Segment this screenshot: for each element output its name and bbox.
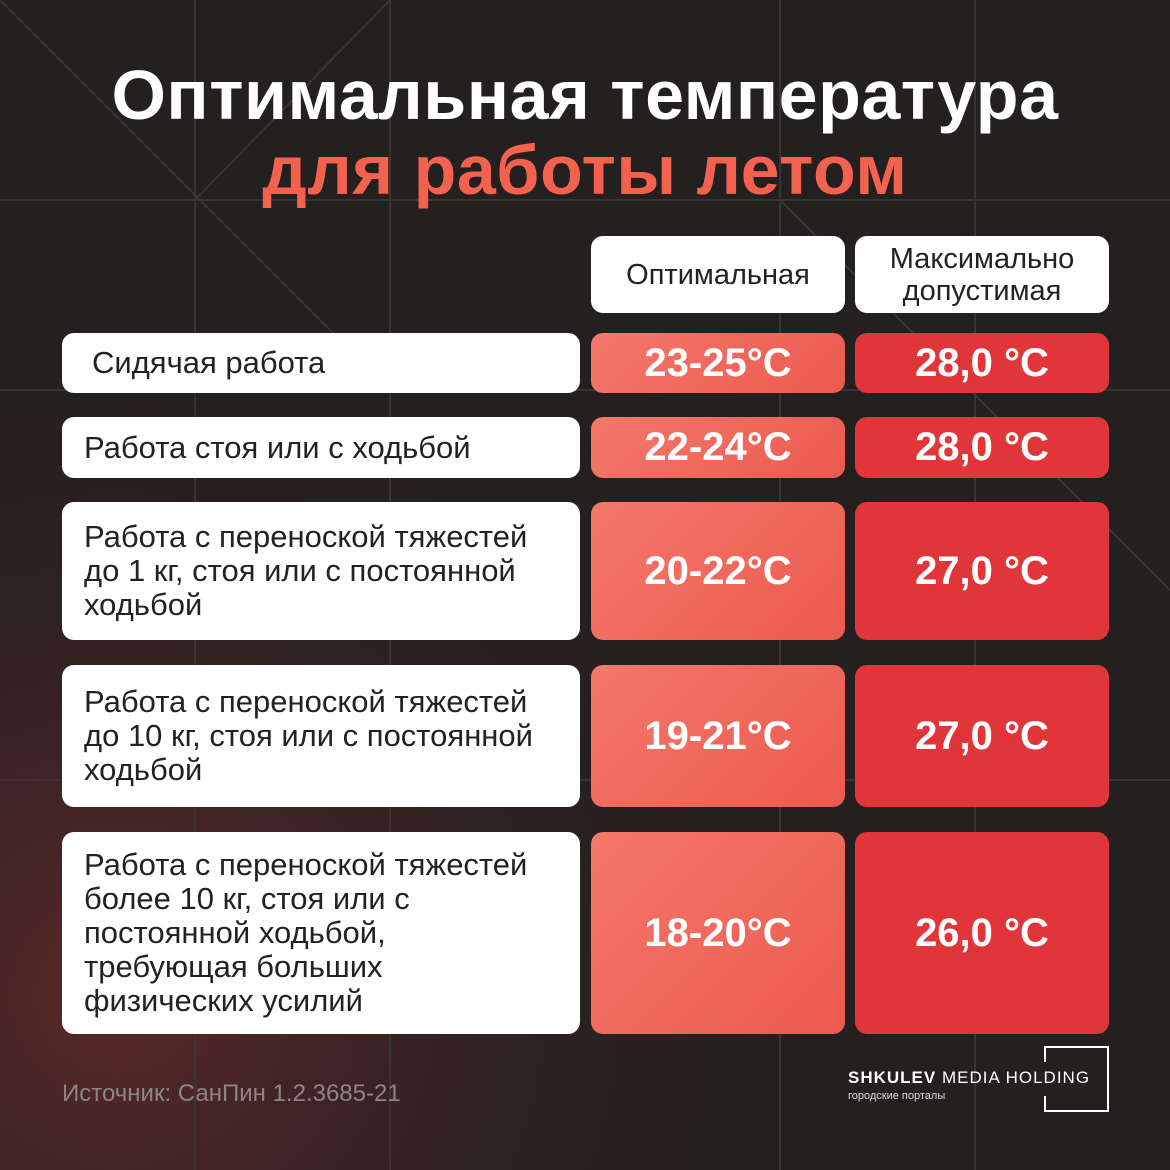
optimal-cell: 19-21°C: [591, 665, 845, 807]
optimal-cell: 18-20°C: [591, 832, 845, 1034]
optimal-cell: 22-24°C: [591, 417, 845, 478]
max-cell: 28,0 °C: [855, 417, 1109, 478]
brand: SHKULEV MEDIA HOLDING: [848, 1068, 1090, 1088]
brand-rest: MEDIA HOLDING: [941, 1068, 1091, 1087]
title: Оптимальная температура: [111, 56, 1059, 134]
column-header: Оптимальная: [591, 236, 845, 313]
brand-bold: SHKULEV: [848, 1068, 937, 1087]
subtitle: для работы летом: [262, 131, 908, 209]
max-cell: 28,0 °C: [855, 333, 1109, 393]
row-label: Работа с переноской тяжестей до 10 кг, с…: [62, 665, 580, 807]
optimal-cell: 20-22°C: [591, 502, 845, 640]
row-label: Работа с переноской тяжестей до 1 кг, ст…: [62, 502, 580, 640]
row-label: Работа стоя или с ходьбой: [62, 417, 580, 478]
row-label: Работа с переноской тяжестей более 10 кг…: [62, 832, 580, 1034]
max-cell: 26,0 °C: [855, 832, 1109, 1034]
logo: [1044, 1046, 1109, 1112]
optimal-cell: 23-25°C: [591, 333, 845, 393]
column-header: Максимально допустимая: [855, 236, 1109, 313]
max-cell: 27,0 °C: [855, 665, 1109, 807]
max-cell: 27,0 °C: [855, 502, 1109, 640]
tagline: городские порталы: [848, 1090, 946, 1102]
row-label: Сидячая работа: [62, 333, 580, 393]
source: Источник: СанПин 1.2.3685-21: [62, 1080, 401, 1107]
